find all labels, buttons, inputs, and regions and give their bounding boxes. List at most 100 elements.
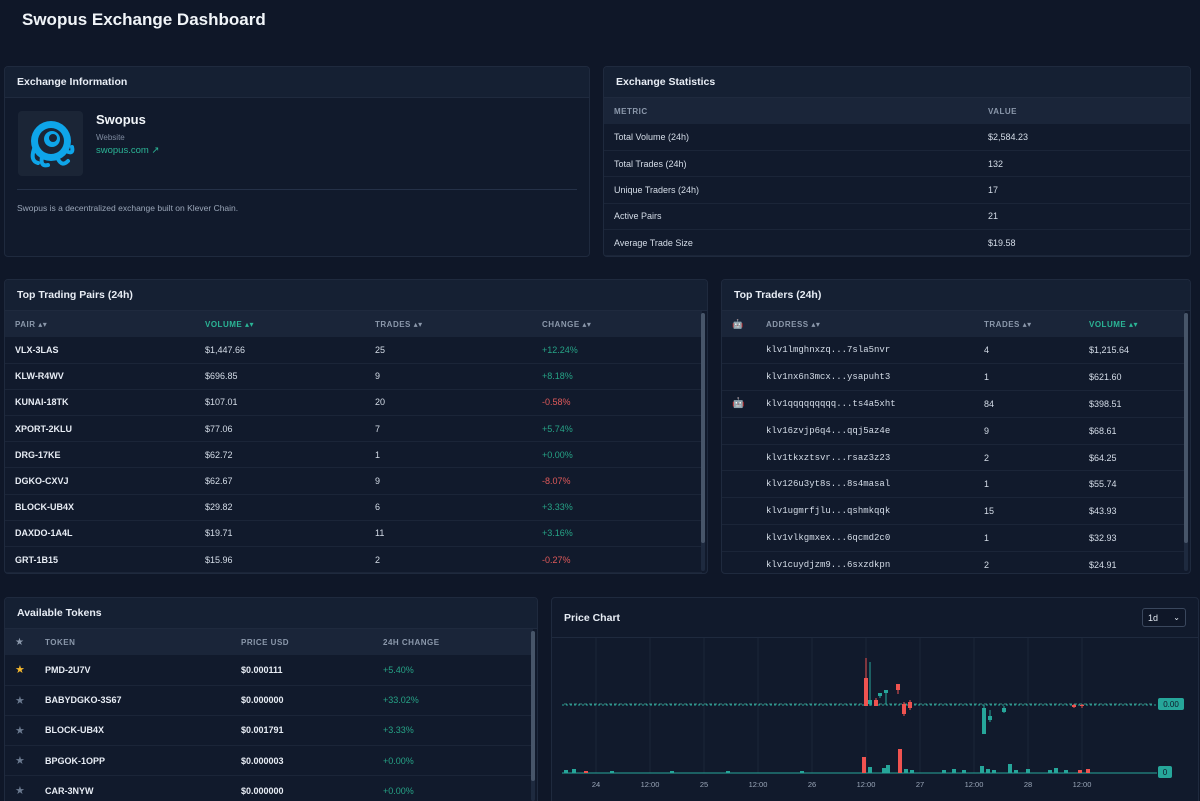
volume-bar — [942, 770, 946, 773]
column-header-volume[interactable]: VOLUME ▴▾ — [195, 311, 365, 337]
top-traders-table: 🤖 ADDRESS ▴▾ TRADES ▴▾ VOLUME ▴▾ klv1lmg… — [722, 311, 1185, 573]
stat-value: $19.58 — [978, 229, 1190, 256]
bot-icon — [722, 470, 756, 499]
trader-row[interactable]: klv1tkxztsvr...rsaz3z23 2 $64.25 — [722, 444, 1185, 472]
token-name: PMD-2U7V — [35, 655, 231, 686]
pair-change: +3.33% — [532, 494, 702, 521]
column-header-change[interactable]: CHANGE ▴▾ — [532, 311, 702, 337]
volume-bar — [862, 757, 866, 773]
token-price: $0.000000 — [231, 685, 373, 716]
volume-bar — [1048, 770, 1052, 773]
stat-metric: Total Volume (24h) — [604, 124, 978, 151]
trader-trades: 9 — [974, 417, 1079, 445]
column-header-change[interactable]: 24H CHANGE — [373, 629, 533, 655]
pair-row[interactable]: DRG-17KE $62.72 1 +0.00% — [5, 441, 702, 469]
website-link[interactable]: swopus.com ↗ — [96, 145, 160, 156]
favorite-star-icon[interactable]: ★ — [5, 655, 35, 686]
trader-row[interactable]: klv1nx6n3mcx...ysapuht3 1 $621.60 — [722, 363, 1185, 392]
price-chart-header: Price Chart 1d ⌄ — [552, 598, 1198, 638]
trader-row[interactable]: 🤖 klv1qqqqqqqqq...ts4a5xht 84 $398.51 — [722, 390, 1185, 418]
column-header-pair[interactable]: PAIR ▴▾ — [5, 311, 195, 337]
pair-name: VLX-3LAS — [5, 337, 195, 364]
top-traders-card: Top Traders (24h) 🤖 ADDRESS ▴▾ TRADES ▴▾… — [721, 279, 1191, 574]
price-chart[interactable]: 0.00 0 24 12:00 25 12:00 26 12:00 27 12:00 28 12:00 — [552, 638, 1198, 801]
token-row[interactable]: ★ BABYDGKO-3S67 $0.000000 +33.02% — [5, 685, 533, 716]
candle-body — [896, 684, 900, 690]
pair-volume: $696.85 — [195, 363, 365, 390]
pair-row[interactable]: VLX-3LAS $1,447.66 25 +12.24% — [5, 337, 702, 364]
pair-change: +5.74% — [532, 415, 702, 443]
tokens-scrollbar[interactable] — [531, 631, 535, 801]
trader-row[interactable]: klv1cuydjzm9...6sxzdkpn 2 $24.91 — [722, 551, 1185, 573]
pair-row[interactable]: DAXDO-1A4L $19.71 11 +3.16% — [5, 520, 702, 548]
trader-row[interactable]: klv126u3yt8s...8s4masal 1 $55.74 — [722, 470, 1185, 499]
pair-row[interactable]: XPORT-2KLU $77.06 7 +5.74% — [5, 415, 702, 443]
column-header-address[interactable]: ADDRESS ▴▾ — [756, 311, 974, 337]
token-row[interactable]: ★ BLOCK-UB4X $0.001791 +3.33% — [5, 715, 533, 747]
x-tick-label: 24 — [592, 780, 600, 789]
x-tick-label: 12:00 — [641, 780, 660, 789]
pair-change: +12.24% — [532, 337, 702, 364]
trader-volume: $32.93 — [1079, 524, 1185, 552]
pair-row[interactable]: BLOCK-UB4X $29.82 6 +3.33% — [5, 494, 702, 521]
pair-trades: 6 — [365, 494, 532, 521]
token-name: BABYDGKO-3S67 — [35, 685, 231, 716]
column-header-token[interactable]: TOKEN — [35, 629, 231, 655]
pair-row[interactable]: KUNAI-18TK $107.01 20 -0.58% — [5, 389, 702, 417]
stats-row: Total Volume (24h) $2,584.23 — [604, 124, 1190, 151]
favorite-star-icon[interactable]: ★ — [5, 775, 35, 801]
tokens-card: Available Tokens ★ TOKEN PRICE USD 24H C… — [4, 597, 538, 801]
trader-volume: $68.61 — [1079, 417, 1185, 445]
bot-icon: 🤖 — [722, 390, 756, 418]
column-header-trades[interactable]: TRADES ▴▾ — [365, 311, 532, 337]
column-header-trades[interactable]: TRADES ▴▾ — [974, 311, 1079, 337]
pair-row[interactable]: GRT-1B15 $15.96 2 -0.27% — [5, 546, 702, 573]
token-row[interactable]: ★ PMD-2U7V $0.000111 +5.40% — [5, 655, 533, 686]
column-header-bot: 🤖 — [722, 311, 756, 337]
bot-icon — [722, 444, 756, 472]
pairs-scrollbar[interactable] — [701, 313, 705, 571]
volume-bar — [1086, 769, 1090, 773]
pair-name: DAXDO-1A4L — [5, 520, 195, 548]
trader-volume: $398.51 — [1079, 390, 1185, 418]
trader-trades: 15 — [974, 497, 1079, 526]
token-name: BLOCK-UB4X — [35, 715, 231, 747]
volume-bar — [992, 770, 996, 773]
pair-volume: $19.71 — [195, 520, 365, 548]
favorite-star-icon[interactable]: ★ — [5, 685, 35, 716]
traders-scrollbar[interactable] — [1184, 313, 1188, 571]
candle-body — [884, 690, 888, 693]
column-header-price[interactable]: PRICE USD — [231, 629, 373, 655]
trader-row[interactable]: klv1vlkgmxex...6qcmd2c0 1 $32.93 — [722, 524, 1185, 552]
interval-select[interactable]: 1d ⌄ — [1142, 608, 1186, 627]
pair-row[interactable]: KLW-R4WV $696.85 9 +8.18% — [5, 363, 702, 390]
exchange-description: Swopus is a decentralized exchange built… — [17, 203, 239, 213]
token-name: CAR-3NYW — [35, 775, 231, 801]
volume-bar — [670, 771, 674, 773]
token-row[interactable]: ★ BPGOK-1OPP $0.000003 +0.00% — [5, 745, 533, 777]
trader-volume: $621.60 — [1079, 363, 1185, 392]
trader-volume: $55.74 — [1079, 470, 1185, 499]
pair-name: XPORT-2KLU — [5, 415, 195, 443]
favorite-star-icon[interactable]: ★ — [5, 745, 35, 777]
volume-bar — [1026, 769, 1030, 773]
column-header-volume[interactable]: VOLUME ▴▾ — [1079, 311, 1185, 337]
trader-trades: 1 — [974, 524, 1079, 552]
token-change: +0.00% — [373, 745, 533, 777]
trader-row[interactable]: klv1lmghnxzq...7sla5nvr 4 $1,215.64 — [722, 337, 1185, 365]
token-name: BPGOK-1OPP — [35, 745, 231, 777]
trader-address: klv1lmghnxzq...7sla5nvr — [756, 337, 974, 365]
trader-row[interactable]: klv16zvjp6q4...qqj5az4e 9 $68.61 — [722, 417, 1185, 445]
tokens-header: Available Tokens — [5, 598, 537, 629]
top-traders-header: Top Traders (24h) — [722, 280, 1190, 311]
x-tick-label: 25 — [700, 780, 708, 789]
x-tick-label: 12:00 — [1073, 780, 1092, 789]
trader-address: klv1nx6n3mcx...ysapuht3 — [756, 363, 974, 392]
trader-trades: 1 — [974, 470, 1079, 499]
pair-row[interactable]: DGKO-CXVJ $62.67 9 -8.07% — [5, 467, 702, 495]
token-row[interactable]: ★ CAR-3NYW $0.000000 +0.00% — [5, 775, 533, 801]
bot-icon — [722, 524, 756, 552]
favorite-star-icon[interactable]: ★ — [5, 715, 35, 747]
trader-row[interactable]: klv1ugmrfjlu...qshmkqqk 15 $43.93 — [722, 497, 1185, 526]
stats-row: Unique Traders (24h) 17 — [604, 176, 1190, 204]
